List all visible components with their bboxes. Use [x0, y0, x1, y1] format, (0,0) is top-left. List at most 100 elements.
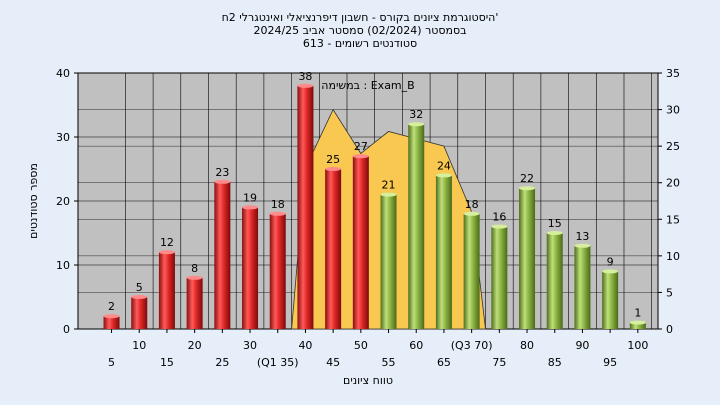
bar-cap-60 [408, 122, 425, 127]
bar-45 [325, 169, 342, 329]
bar-15 [158, 252, 175, 329]
bar-85 [546, 233, 563, 329]
data-label-90: 13 [575, 230, 589, 243]
data-label-100: 1 [634, 307, 641, 320]
x-tick-label-35: (Q1 35) [257, 356, 299, 369]
x-tick-label-10: 10 [132, 339, 146, 352]
bar-cap-70 [463, 211, 480, 216]
y-right-tick-label: 20 [666, 177, 680, 190]
data-label-45: 25 [326, 153, 340, 166]
y-left-tick-label: 20 [56, 195, 70, 208]
bar-cap-100 [629, 320, 646, 325]
data-label-10: 5 [136, 281, 143, 294]
data-label-25: 23 [215, 166, 229, 179]
y-left-tick-label: 30 [56, 131, 70, 144]
x-tick-label-95: 95 [603, 356, 617, 369]
x-tick-label-50: 50 [354, 339, 368, 352]
x-tick-label-75: 75 [492, 356, 506, 369]
y-right-tick-label: 35 [666, 67, 680, 80]
x-tick-label-85: 85 [548, 356, 562, 369]
y-right-tick-label: 15 [666, 213, 680, 226]
x-tick-label-60: 60 [409, 339, 423, 352]
bar-25 [214, 181, 231, 329]
bar-cap-20 [186, 275, 203, 280]
bar-cap-95 [602, 269, 619, 274]
x-tick-label-5: 5 [108, 356, 115, 369]
bar-55 [380, 194, 397, 329]
x-tick-label-55: 55 [382, 356, 396, 369]
y-left-tick-label: 0 [63, 323, 70, 336]
bar-20 [186, 277, 203, 329]
bar-100 [629, 322, 646, 329]
x-tick-label-70: (Q3 70) [451, 339, 493, 352]
x-axis-title: טווח ציונים [343, 374, 393, 387]
bar-cap-30 [242, 205, 259, 210]
bar-cap-25 [214, 179, 231, 184]
y-left-tick-label: 10 [56, 259, 70, 272]
bar-cap-85 [546, 231, 563, 235]
bar-90 [574, 245, 591, 329]
bar-5 [103, 316, 120, 329]
bar-cap-80 [519, 186, 536, 191]
x-tick-label-100: 100 [627, 339, 648, 352]
data-label-75: 16 [492, 211, 506, 224]
bar-cap-5 [103, 314, 120, 319]
bar-cap-65 [435, 173, 452, 178]
bar-65 [435, 175, 452, 329]
bar-80 [519, 188, 536, 329]
data-label-65: 24 [437, 159, 451, 172]
bar-95 [602, 271, 619, 329]
data-label-50: 27 [354, 140, 368, 153]
bar-cap-45 [325, 167, 342, 171]
bar-60 [408, 124, 425, 329]
x-tick-label-25: 25 [215, 356, 229, 369]
bar-35 [269, 213, 286, 329]
bar-cap-55 [380, 192, 397, 197]
bar-40 [297, 85, 314, 329]
chart-title-line-1: היסטוגרמת ציונים בקורס - חשבון דיפרנציאל… [222, 11, 499, 24]
bar-50 [352, 156, 369, 329]
bar-30 [242, 207, 259, 329]
y-left-tick-label: 40 [56, 67, 70, 80]
x-axis: 5 10 15 20 25 30(Q1 35) 40 45 50 55 60 65(Q3 70) 75 8… [108, 329, 648, 369]
bar-cap-15 [158, 250, 175, 255]
x-tick-label-65: 65 [437, 356, 451, 369]
bar-cap-35 [269, 211, 286, 216]
y-axis-title: מספר סטודנטים [27, 163, 40, 239]
bar-cap-40 [297, 83, 314, 88]
y-right-tick-label: 0 [666, 323, 673, 336]
data-label-60: 32 [409, 108, 423, 121]
data-label-15: 12 [160, 236, 174, 249]
x-tick-label-15: 15 [160, 356, 174, 369]
data-label-70: 18 [465, 198, 479, 211]
x-tick-label-40: 40 [298, 339, 312, 352]
chart-title-line-3: סטודנטים רשומים - 613 [303, 37, 417, 50]
data-label-40: 38 [298, 70, 312, 83]
x-tick-label-90: 90 [575, 339, 589, 352]
data-label-20: 8 [191, 262, 198, 275]
y-axis-left: 0 10 20 30 40 [56, 67, 78, 336]
bar-75 [491, 226, 508, 329]
bars [103, 83, 646, 329]
data-label-85: 15 [548, 217, 562, 230]
chart-title-line-2: בסמסטר (02/2024) סמסטר אביב 2024/25 [253, 24, 466, 37]
data-label-5: 2 [108, 300, 115, 313]
x-tick-label-80: 80 [520, 339, 534, 352]
data-label-55: 21 [382, 179, 396, 192]
x-tick-label-20: 20 [188, 339, 202, 352]
y-right-tick-label: 30 [666, 104, 680, 117]
x-tick-label-30: 30 [243, 339, 257, 352]
x-tick-label-45: 45 [326, 356, 340, 369]
y-right-tick-label: 25 [666, 140, 680, 153]
bar-cap-75 [491, 224, 508, 229]
data-label-80: 22 [520, 172, 534, 185]
bar-cap-90 [574, 243, 591, 248]
y-right-tick-label: 5 [666, 286, 673, 299]
bar-cap-50 [352, 154, 369, 159]
bar-70 [463, 213, 480, 329]
data-label-35: 18 [271, 198, 285, 211]
data-label-30: 19 [243, 191, 257, 204]
y-axis-right: 0 5 10 15 20 25 30 35 [658, 67, 680, 336]
data-label-95: 9 [607, 255, 614, 268]
